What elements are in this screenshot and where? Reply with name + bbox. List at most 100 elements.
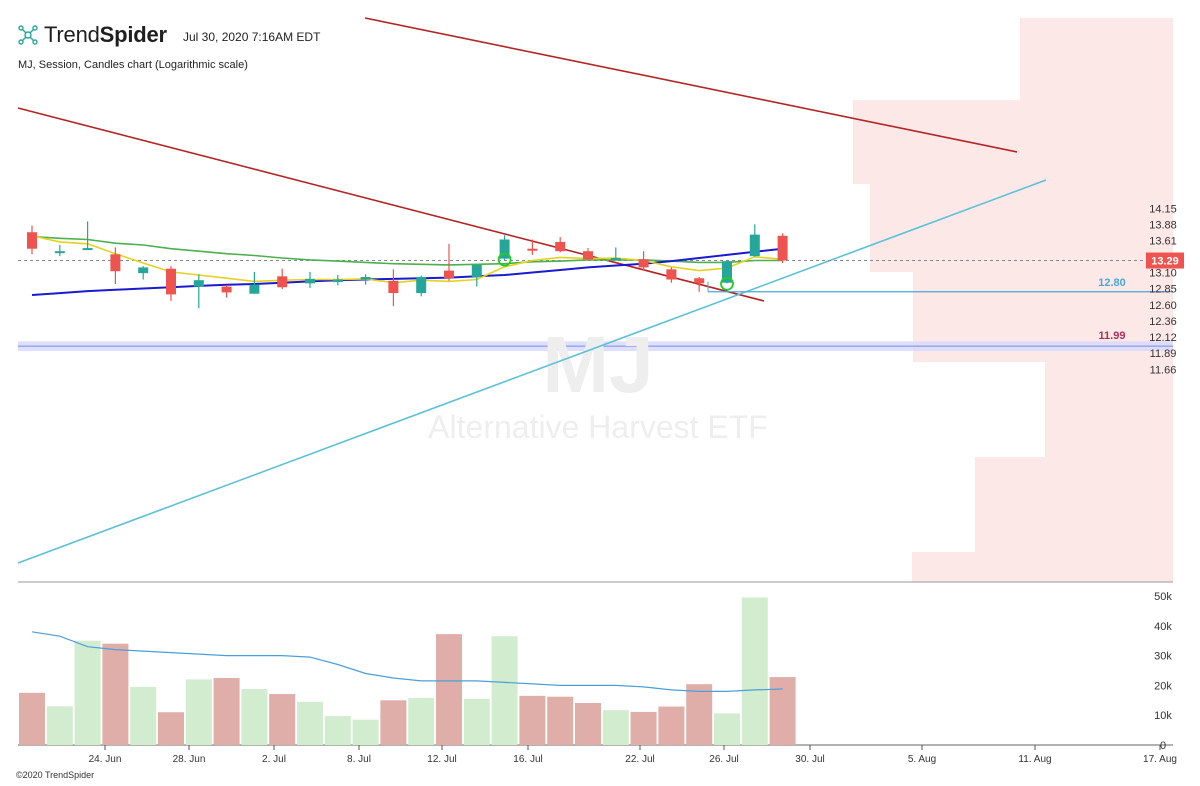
candle-up [332, 279, 343, 283]
price-tick-label: 14.15 [1149, 203, 1177, 215]
candle-down [777, 235, 788, 261]
volume-bar [575, 702, 601, 745]
candle-up [54, 251, 65, 254]
watermark-name: Alternative Harvest ETF [428, 409, 768, 445]
sma-slow-line [31, 247, 783, 296]
volume-profile-bar [1045, 362, 1173, 457]
candle-up [193, 280, 204, 287]
chart-header: TrendSpider Jul 30, 2020 7:16AM EDT MJ, … [0, 0, 1200, 80]
time-tick-label: 22. Jul [625, 754, 654, 765]
candle-up [722, 261, 732, 283]
candle-down [666, 269, 677, 280]
price-tick-label: 11.89 [1150, 348, 1177, 360]
time-tick-label: 30. Jul [795, 754, 824, 765]
time-tick-label: 16. Jul [513, 754, 542, 765]
volume-profile-bar [870, 184, 1173, 272]
volume-bar [630, 711, 657, 745]
candle-down [694, 278, 705, 284]
volume-bar [714, 713, 740, 745]
time-tick-label: 2. Jul [262, 754, 286, 765]
volume-profile-bar [1020, 18, 1173, 100]
volume-bar [324, 716, 351, 745]
time-tick-label: 24. Jun [89, 754, 122, 765]
candle-up [249, 284, 260, 294]
volume-tick-label: 0 [1160, 740, 1166, 752]
price-tick-label: 13.88 [1149, 219, 1177, 231]
sma-fast-line [31, 235, 783, 284]
volume-tick-label: 10k [1154, 710, 1172, 722]
volume-bar [686, 684, 713, 745]
volume-bar [408, 697, 435, 745]
candle-up [82, 248, 93, 251]
volume-bar [547, 696, 574, 745]
volume-bar [158, 712, 184, 745]
support-level-label: 12.80 [1098, 277, 1126, 289]
price-tick-label: 13.61 [1149, 236, 1177, 248]
candle-up [138, 267, 149, 274]
volume-bar [436, 634, 462, 745]
candle-down [527, 248, 538, 251]
candle-down [555, 241, 566, 252]
time-tick-label: 11. Aug [1018, 754, 1051, 765]
time-tick-label: 5. Aug [908, 754, 936, 765]
signal-circle [720, 276, 734, 291]
candle-down [221, 286, 232, 293]
chart-date: Jul 30, 2020 7:16AM EDT [183, 30, 321, 44]
candle-down [166, 268, 176, 295]
volume-tick-label: 30k [1154, 651, 1172, 663]
time-tick-label: 12. Jul [427, 754, 456, 765]
time-tick-label: 26. Jul [709, 754, 738, 765]
upper-resistance-trendline [364, 17, 1018, 153]
volume-profile-bar [912, 552, 1173, 582]
time-tick-label: 17. Aug [1143, 754, 1177, 765]
copyright-footer: ©2020 TrendSpider [16, 770, 95, 780]
trendspider-logo: TrendSpider [16, 22, 167, 48]
candle-down [388, 280, 399, 294]
resistance-trendline [17, 107, 765, 302]
volume-profile-bar [975, 457, 1173, 552]
candle-down [583, 251, 593, 260]
volume-bar [769, 677, 796, 745]
candle-up [471, 264, 482, 277]
volume-bar [46, 706, 73, 745]
volume-bar [380, 700, 407, 745]
volume-bar [269, 694, 296, 745]
volume-bar [74, 640, 101, 745]
volume-tick-label: 50k [1154, 591, 1172, 603]
volume-bar [102, 643, 129, 745]
signal-circle [497, 252, 512, 267]
candle-up [499, 239, 510, 259]
candle-up [305, 278, 315, 284]
price-tick-label: 13.10 [1149, 268, 1177, 280]
volume-bar [463, 698, 490, 745]
candle-down [27, 232, 37, 249]
volume-bar [658, 706, 685, 745]
last-price-label: 13.29 [1151, 256, 1179, 268]
volume-bar [213, 677, 240, 745]
candle-up [749, 234, 760, 257]
candle-down [444, 270, 454, 279]
volume-profile-bar [853, 100, 1173, 184]
watermark-symbol: MJ [542, 320, 653, 409]
sma-mid-line [31, 235, 783, 266]
volume-ma-line [31, 631, 783, 693]
candle-up [610, 258, 621, 261]
volume-bar [491, 636, 518, 745]
price-tick-label: 12.12 [1149, 332, 1177, 344]
time-tick-label: 8. Jul [347, 754, 371, 765]
volume-bar [297, 701, 323, 745]
volume-bar [352, 719, 379, 745]
candle-up [416, 276, 427, 294]
candle-down [277, 276, 288, 288]
volume-bar [602, 710, 629, 745]
volume-bar [130, 686, 157, 745]
volume-bar [19, 692, 45, 745]
support-trendline [17, 179, 1047, 564]
volume-bar [519, 695, 546, 745]
chart-subtitle: MJ, Session, Candles chart (Logarithmic … [18, 59, 248, 71]
time-tick-label: 28. Jun [173, 754, 206, 765]
candle-up [360, 276, 371, 280]
volume-tick-label: 20k [1154, 680, 1172, 692]
price-tick-label: 12.60 [1149, 300, 1177, 312]
